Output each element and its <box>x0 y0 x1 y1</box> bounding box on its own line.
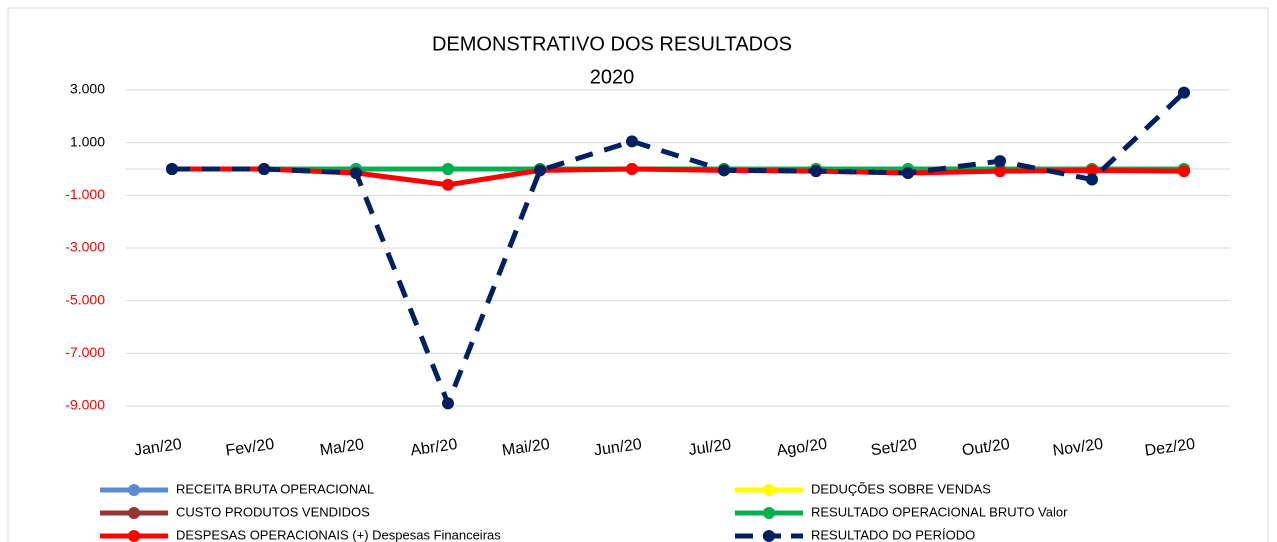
legend-marker <box>128 484 140 496</box>
chart-subtitle: 2020 <box>590 66 635 88</box>
legend-marker <box>763 530 775 542</box>
legend-marker <box>763 484 775 496</box>
x-tick-label: Abr/20 <box>409 436 458 459</box>
legend-marker <box>763 507 775 519</box>
y-tick-label: -7.000 <box>65 344 105 360</box>
x-tick-label: Nov/20 <box>1052 436 1105 460</box>
series-line <box>172 166 1185 188</box>
chart-title: DEMONSTRATIVO DOS RESULTADOS <box>432 33 792 55</box>
series-marker <box>350 166 362 179</box>
series-marker <box>166 163 178 175</box>
series-line <box>172 90 1186 406</box>
legend-label: RESULTADO OPERACIONAL BRUTO Valor <box>811 504 1068 519</box>
y-tick-label: -5.000 <box>65 291 105 307</box>
series-marker <box>994 165 1006 178</box>
x-tick-label: Set/20 <box>870 436 918 459</box>
series-marker <box>442 163 454 175</box>
series-marker <box>718 164 730 177</box>
y-tick-label: 1.000 <box>70 133 105 149</box>
y-tick-label: -1.000 <box>65 186 105 202</box>
legend-label: DEDUÇÕES SOBRE VENDAS <box>811 481 991 496</box>
series-marker <box>1178 86 1190 99</box>
series-marker <box>902 166 914 179</box>
x-tick-label: Ago/20 <box>776 436 829 460</box>
series-marker <box>1086 173 1098 186</box>
x-tick-label: Jan/20 <box>133 436 183 460</box>
series-marker <box>442 178 454 191</box>
y-tick-label: 3.000 <box>70 81 105 97</box>
series-marker <box>442 397 454 410</box>
legend-label: RESULTADO DO PERÍODO <box>811 527 975 542</box>
legend-label: CUSTO PRODUTOS VENDIDOS <box>176 504 370 519</box>
legend-label: RECEITA BRUTA OPERACIONAL <box>176 481 374 496</box>
y-tick-label: -9.000 <box>65 397 105 413</box>
x-tick-label: Dez/20 <box>1144 436 1197 460</box>
legend-marker <box>128 530 140 542</box>
y-tick-label: -3.000 <box>65 239 105 255</box>
series-marker <box>810 165 822 178</box>
legend-marker <box>128 507 140 519</box>
series-marker <box>1086 164 1098 177</box>
x-tick-label: Jul/20 <box>688 436 733 459</box>
series-marker <box>994 155 1006 168</box>
series-marker <box>626 135 638 148</box>
series-marker <box>534 164 546 177</box>
legend-label: DESPESAS OPERACIONAIS (+) Despesas Finan… <box>176 527 501 542</box>
x-tick-label: Ma/20 <box>319 436 366 459</box>
x-tick-label: Jun/20 <box>593 436 643 460</box>
series-marker <box>1178 165 1190 178</box>
x-tick-label: Mai/20 <box>501 436 551 460</box>
series-marker <box>258 163 270 175</box>
series-marker <box>626 163 638 175</box>
chart-border <box>7 7 1269 542</box>
x-tick-label: Out/20 <box>961 436 1011 460</box>
x-tick-label: Fev/20 <box>225 436 276 460</box>
